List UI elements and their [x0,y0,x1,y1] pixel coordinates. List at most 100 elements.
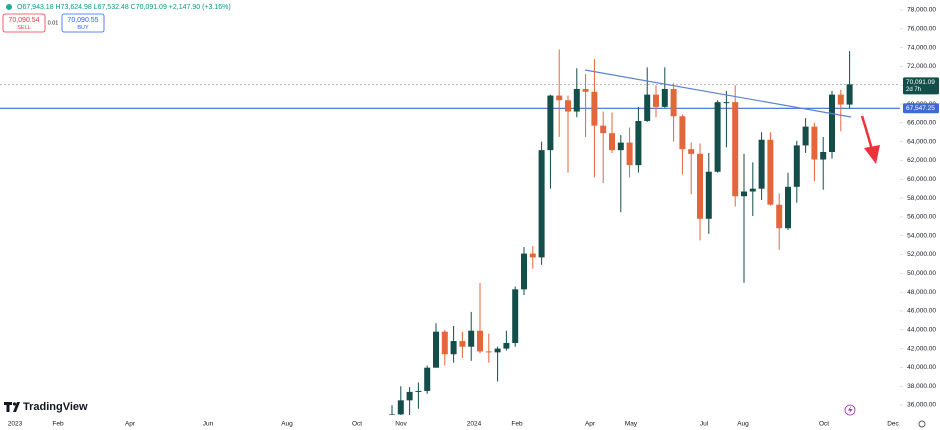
y-tick-label: 44,000.00 [907,326,936,333]
candle-body [433,331,439,368]
candle-body [591,91,598,126]
candle-body [406,391,413,401]
candle-body [494,348,501,353]
candle-body [661,88,668,107]
last-price-label: 70,091.09 [906,79,935,86]
x-tick-label: Apr [125,421,136,428]
y-tick-label: 66,000.00 [907,120,936,127]
y-tick-label: 76,000.00 [907,26,936,33]
candle-body [837,94,844,105]
x-tick-label: Feb [52,421,64,428]
y-tick-label: 46,000.00 [907,308,936,315]
candle-body [767,139,774,205]
x-tick-label: 2024 [467,421,482,428]
candle-body [688,149,695,154]
spread: 0.01 [48,20,59,26]
y-tick-label: 60,000.00 [907,176,936,183]
candle-body [635,120,642,166]
candle-body [600,125,607,134]
sell-button[interactable] [2,13,46,33]
buy-label: BUY [77,25,89,31]
candle-body [415,390,422,392]
candle-body [441,331,448,355]
candle-body [538,150,545,258]
candle-body [732,102,739,197]
candle-body [670,88,677,117]
x-tick-label: Feb [511,421,523,428]
candle-body [644,94,651,121]
event-icon[interactable] [844,404,856,416]
candle-body [389,414,395,415]
y-tick-label: 52,000.00 [907,251,936,258]
x-tick-label: Nov [395,421,407,428]
candle-body [617,142,624,151]
candle-body [802,126,809,146]
x-tick-label: Aug [737,421,749,428]
y-tick-label: 72,000.00 [907,63,936,70]
y-tick-label: 58,000.00 [907,195,936,202]
x-tick-label: Apr [585,421,596,428]
candle-body [397,400,404,415]
candle-body [609,133,615,151]
candle-body [829,94,835,153]
sell-price: 70,090.54 [8,17,39,24]
candle-body [626,142,633,166]
y-tick-label: 40,000.00 [907,364,936,371]
buy-price: 70,090.55 [67,17,98,24]
candle-body [723,102,730,104]
candle-body [785,186,791,229]
countdown: 2d 7h [906,87,921,93]
candle-body [459,341,466,347]
candle-body [477,330,483,352]
candle-body [573,88,580,112]
hline-price-label: 67,547.25 [906,105,935,112]
x-tick-label: 2023 [8,421,23,428]
buy-button[interactable] [61,13,105,33]
y-tick-label: 78,000.00 [907,7,936,14]
event-bolt [848,406,853,414]
x-tick-label: Jul [700,421,709,428]
candle-body [749,188,756,192]
settings-icon[interactable] [918,420,926,428]
sell-label: SELL [17,25,30,31]
last-price-box [903,77,939,95]
y-tick-label: 36,000.00 [907,402,936,409]
red-arrow [860,115,880,164]
candle-body [529,253,536,258]
hline-price-box [903,103,939,114]
brand-logo [4,402,20,412]
candle-body [468,330,475,347]
x-tick-label: Jun [203,421,214,428]
candle-body [705,171,712,219]
candle-body [424,367,431,391]
candle-body [741,191,747,197]
candle-body [653,94,659,107]
brand-name: TradingView [23,401,88,413]
y-tick-label: 54,000.00 [907,232,936,239]
x-tick-label: Oct [352,421,362,428]
y-tick-label: 50,000.00 [907,270,936,277]
x-tick-label: May [625,421,638,428]
candle-body [811,126,818,160]
candle-body [512,289,519,343]
y-tick-label: 64,000.00 [907,138,936,145]
y-tick-label: 38,000.00 [907,383,936,390]
x-tick-label: Oct [819,421,829,428]
candle-body [776,204,783,229]
candle-body [521,253,527,290]
candle-body [556,95,563,101]
candle-body [758,139,765,189]
candle-body [846,84,853,105]
candle-body [697,153,703,219]
x-tick-label: Dec [887,421,899,428]
candle-body [503,342,510,349]
candle-body [582,88,589,92]
plot-area [0,49,900,415]
candle-body [485,351,492,353]
y-tick-label: 48,000.00 [907,289,936,296]
candle-body [714,102,721,172]
y-tick-label: 62,000.00 [907,157,936,164]
y-tick-label: 74,000.00 [907,44,936,51]
status-dot [6,4,12,10]
